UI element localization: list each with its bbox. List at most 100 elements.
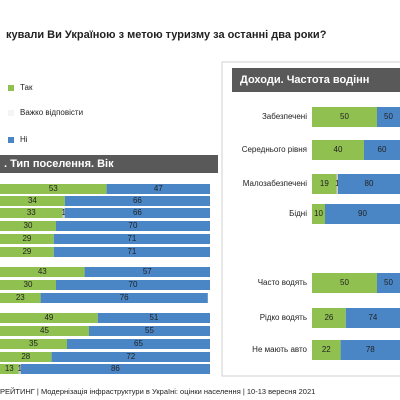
bar-segment (64, 208, 210, 218)
value-label: 80 (365, 179, 374, 188)
bar-segment (0, 280, 56, 290)
value-label: 60 (378, 145, 387, 154)
footer: РЕЙТИНГ | Модернізація інфраструктури в … (0, 387, 315, 396)
page-title: кували Ви Україною з метою туризму за ос… (6, 29, 327, 41)
bar-segment (312, 308, 346, 328)
value-label: 57 (143, 267, 152, 276)
right-header (232, 68, 400, 92)
value-label: 50 (340, 278, 349, 287)
bar-segment (0, 364, 19, 374)
bar-segment (312, 340, 341, 360)
value-label: 35 (29, 339, 38, 348)
value-label: 71 (127, 234, 136, 243)
value-label: 29 (22, 247, 31, 256)
bar-segment (40, 293, 208, 303)
value-label: 71 (127, 247, 136, 256)
value-label: 22 (322, 345, 331, 354)
bar-segment (0, 267, 85, 277)
value-label: 33 (27, 208, 36, 217)
category-label: Середнього рівня (242, 145, 307, 154)
right-header-title: Доходи. Частота водінн (240, 74, 369, 86)
bar-segment (0, 196, 65, 206)
value-label: 66 (133, 196, 142, 205)
value-label: 26 (324, 313, 333, 322)
bar-segment (84, 267, 210, 277)
bar-segment (97, 313, 210, 323)
category-label: Часто водять (258, 278, 307, 287)
bar-segment (336, 174, 338, 194)
value-label: 50 (384, 278, 393, 287)
value-label: 70 (129, 280, 138, 289)
bar-segment (51, 352, 210, 362)
bar-segment (364, 140, 400, 160)
category-label: Не мають авто (252, 345, 307, 354)
value-label: 1 (17, 364, 22, 373)
value-label: 1 (61, 208, 66, 217)
bar-segment (0, 247, 54, 257)
bar-segment (338, 174, 400, 194)
bar-segment (64, 196, 210, 206)
value-label: 86 (111, 364, 120, 373)
bar-segment (0, 184, 107, 194)
value-label: 1 (335, 179, 340, 188)
legend-swatch (8, 137, 14, 143)
bar-segment (312, 140, 364, 160)
value-label: 10 (314, 209, 323, 218)
value-label: 65 (134, 339, 143, 348)
legend-swatch (8, 110, 14, 116)
bar-segment (0, 208, 63, 218)
left-header (0, 155, 218, 173)
left-header-title: . Тип поселення. Вік (4, 158, 114, 170)
bar-segment (53, 247, 210, 257)
bar-segment (56, 280, 210, 290)
value-label: 45 (40, 326, 49, 335)
value-label: 53 (49, 184, 58, 193)
bar-segment (67, 339, 210, 349)
value-label: 90 (358, 209, 367, 218)
value-label: 66 (133, 208, 142, 217)
value-label: 74 (368, 313, 377, 322)
value-label: 28 (21, 352, 30, 361)
value-label: 34 (28, 196, 37, 205)
category-label: Забезпечені (262, 112, 307, 121)
bar-segment (312, 273, 377, 293)
bar-segment (18, 364, 21, 374)
bar-segment (0, 221, 56, 231)
value-label: 51 (149, 313, 158, 322)
legend-label: Важко відповісти (20, 108, 83, 117)
bar-segment (0, 339, 67, 349)
bar-segment (0, 234, 54, 244)
legend-swatch (8, 85, 14, 91)
bar-segment (56, 221, 210, 231)
bar-segment (0, 313, 98, 323)
category-label: Рідко водять (260, 313, 307, 322)
bar-segment (325, 204, 400, 224)
value-label: 30 (24, 221, 33, 230)
value-label: 49 (44, 313, 53, 322)
value-label: 47 (154, 184, 163, 193)
value-label: 43 (38, 267, 47, 276)
value-label: 78 (366, 345, 375, 354)
bar-segment (377, 273, 400, 293)
value-label: 72 (126, 352, 135, 361)
bar-segment (20, 364, 210, 374)
bar-segment (345, 308, 400, 328)
bar-segment (312, 204, 325, 224)
bar-segment (106, 184, 210, 194)
category-label: Бідні (289, 209, 307, 218)
value-label: 29 (22, 234, 31, 243)
legend-label: Ні (20, 135, 28, 144)
value-label: 40 (334, 145, 343, 154)
value-label: 19 (320, 179, 329, 188)
legend-label: Так (20, 83, 33, 92)
bar-segment (0, 352, 52, 362)
bar-segment (340, 340, 400, 360)
value-label: 55 (145, 326, 154, 335)
value-label: 50 (384, 112, 393, 121)
bar-segment (62, 208, 65, 218)
value-label: 50 (340, 112, 349, 121)
bar-segment (0, 293, 41, 303)
bar-segment (312, 174, 337, 194)
